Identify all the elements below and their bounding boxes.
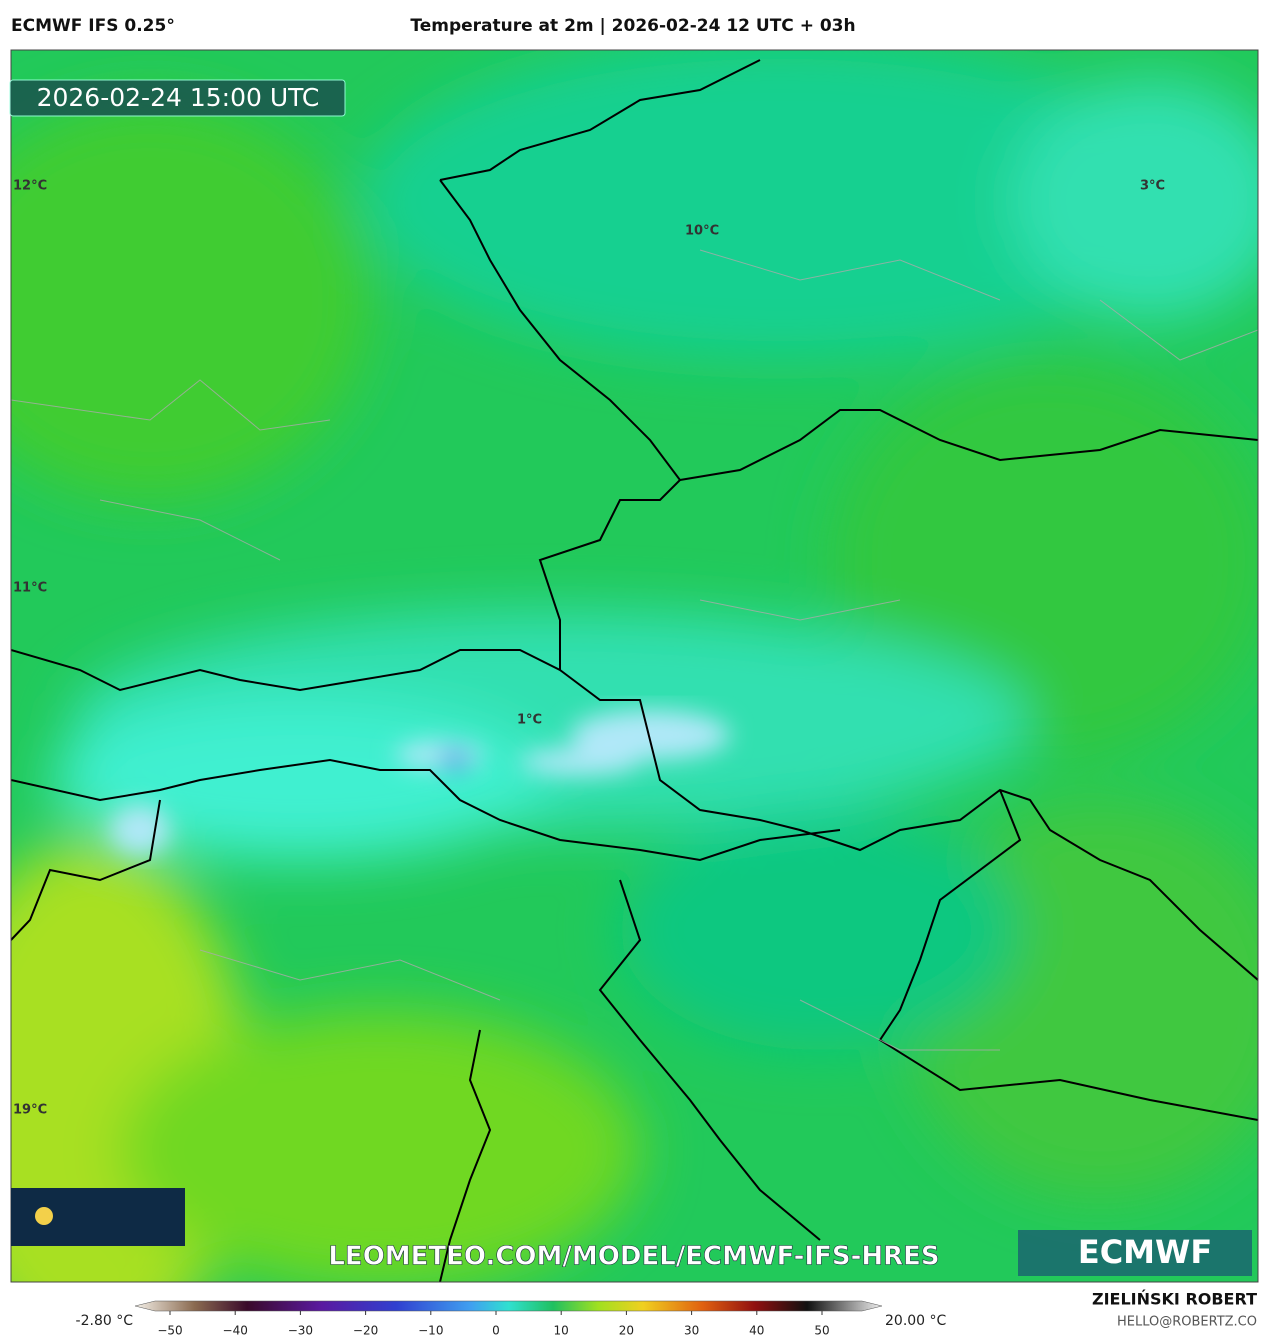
colorbar-tick-label: 10 (554, 1324, 569, 1338)
colorbar (134, 1300, 883, 1312)
colorbar-tick-label: −30 (288, 1324, 313, 1338)
colorbar-min: -2.80 °C (76, 1313, 134, 1329)
colorbar-max: 20.00 °C (885, 1313, 947, 1329)
contour-label: 19°C (13, 1103, 47, 1118)
colorbar-tick-label: 40 (749, 1324, 764, 1338)
country-borders (11, 59, 1258, 1282)
author-email: HELLO@ROBERTZ.CO (1117, 1315, 1257, 1330)
temperature-field (11, 50, 1258, 1282)
author-name: ZIELIŃSKI ROBERT (1092, 1290, 1257, 1309)
contour-label: 3°C (1140, 179, 1165, 194)
ecmwf-logo: ECMWF (1078, 1233, 1212, 1271)
colorbar-tick-label: 0 (492, 1324, 500, 1338)
map-frame (10, 49, 1259, 1283)
contour-label: 12°C (13, 179, 47, 194)
colorbar-tick-label: −50 (157, 1324, 182, 1338)
timestamp-box (9, 79, 346, 117)
colorbar-tick-label: 50 (814, 1324, 829, 1338)
timestamp: 2026-02-24 15:00 UTC (37, 83, 320, 112)
colorbar-tick-label: −40 (223, 1324, 248, 1338)
colorbar-tick-label: 20 (619, 1324, 634, 1338)
colorbar-tick-label: −20 (353, 1324, 378, 1338)
model-name: ECMWF IFS 0.25° (11, 16, 175, 36)
ecmwf-logo-box (1018, 1230, 1252, 1276)
contour-label: 10°C (685, 224, 719, 239)
contour-label: 11°C (13, 581, 47, 596)
sun-icon (35, 1207, 53, 1225)
colorbar-tick-label: 30 (684, 1324, 699, 1338)
region-borders (11, 249, 1258, 1051)
chart-title: Temperature at 2m | 2026-02-24 12 UTC + … (410, 16, 855, 36)
watermark: LEOMETEO.COM/MODEL/ECMWF-IFS-HRES (328, 1242, 939, 1272)
colorbar-tick-label: −10 (418, 1324, 443, 1338)
contour-label: 1°C (517, 713, 542, 728)
